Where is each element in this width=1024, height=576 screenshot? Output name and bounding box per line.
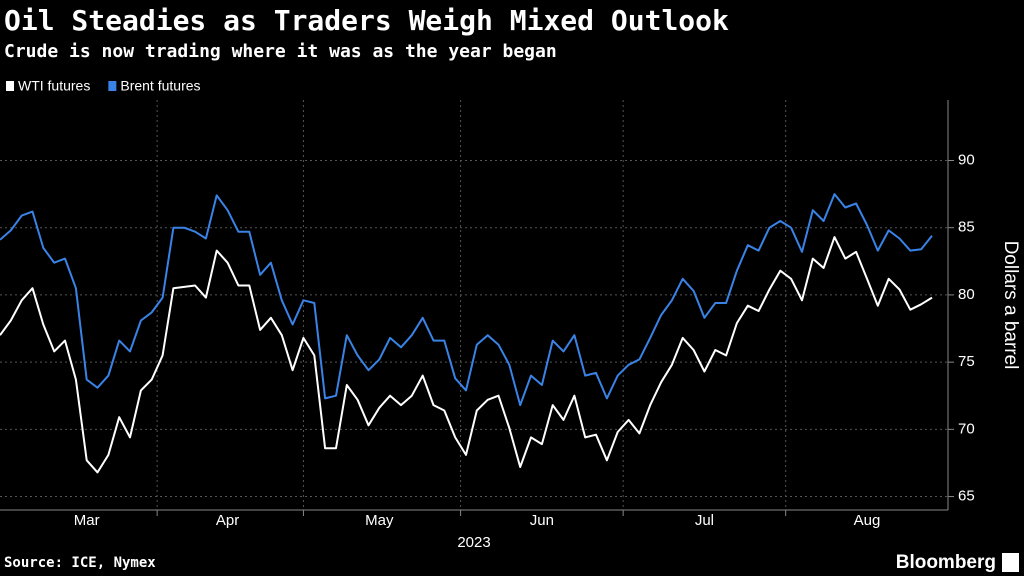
series-line	[0, 193, 933, 407]
legend-label: WTI futures	[18, 78, 90, 94]
y-tick-label: 85	[958, 219, 975, 236]
y-tick-label: 70	[958, 420, 975, 437]
y-tick-label: 80	[958, 286, 975, 303]
legend-label: Brent futures	[120, 78, 200, 94]
brand-icon	[1002, 553, 1019, 572]
x-tick-label: Mar	[74, 512, 100, 529]
x-tick-label: May	[365, 512, 394, 529]
legend-swatch	[108, 81, 117, 91]
chart-title: Oil Steadies as Traders Weigh Mixed Outl…	[4, 4, 729, 37]
x-axis-label: 2023	[457, 534, 490, 551]
y-tick-label: 90	[958, 151, 975, 168]
x-tick-label: Aug	[854, 512, 881, 529]
y-axis-label: Dollars a barrel	[1000, 241, 1021, 370]
source: Source: ICE, Nymex	[4, 555, 156, 571]
series-line	[0, 236, 933, 474]
x-tick-label: Jun	[530, 512, 554, 529]
x-tick-label: Jul	[695, 512, 714, 529]
brand: Bloomberg	[896, 552, 996, 573]
legend-swatch	[6, 81, 14, 91]
y-tick-label: 75	[958, 353, 975, 370]
chart-subtitle: Crude is now trading where it was as the…	[4, 41, 557, 62]
y-tick-label: 65	[958, 488, 975, 505]
x-tick-label: Apr	[216, 512, 239, 529]
